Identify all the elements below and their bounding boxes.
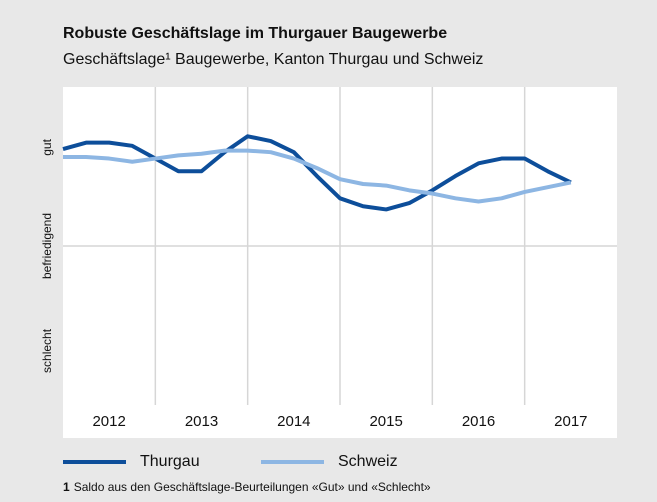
- x-tick-label: 2015: [369, 413, 402, 430]
- series-line: [63, 148, 572, 204]
- y-band-label: gut: [40, 138, 54, 155]
- x-tick-label: 2017: [554, 413, 587, 430]
- y-band-label: schlecht: [40, 328, 54, 373]
- series-line: [62, 134, 572, 212]
- chart-title: Robuste Geschäftslage im Thurgauer Bauge…: [63, 25, 447, 42]
- chart-subtitle: Geschäftslage¹ Baugewerbe, Kanton Thurga…: [63, 51, 483, 68]
- x-tick-label: 2012: [92, 413, 125, 430]
- footnote-marker: 1: [63, 480, 70, 494]
- y-tick-label: befriedigend: [40, 213, 54, 279]
- legend-label: Schweiz: [338, 453, 398, 470]
- footnote-text: Saldo aus den Geschäftslage-Beurteilunge…: [74, 480, 431, 494]
- x-tick-label: 2014: [277, 413, 310, 430]
- legend-label: Thurgau: [140, 453, 200, 470]
- x-tick-label: 2016: [462, 413, 495, 430]
- footnote: 1 Saldo aus den Geschäftslage-Beurteilung…: [63, 480, 431, 494]
- x-tick-label: 2013: [185, 413, 218, 430]
